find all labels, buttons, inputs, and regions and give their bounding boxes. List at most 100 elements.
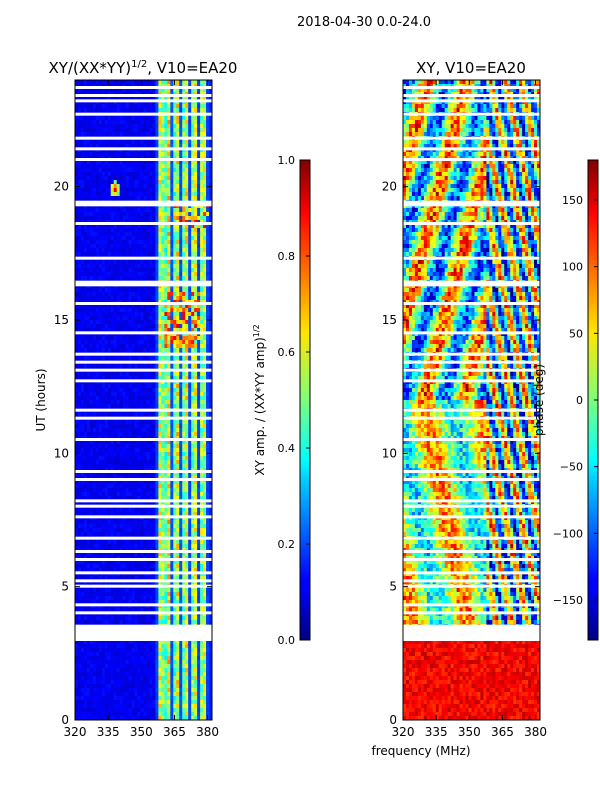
heatmap-cell [158, 108, 162, 113]
heatmap-cell [140, 456, 144, 461]
heatmap-cell [86, 480, 91, 485]
heatmap-cell [161, 168, 165, 173]
heatmap-cell [101, 340, 106, 345]
heatmap-cell [89, 252, 94, 257]
heatmap-cell [140, 168, 144, 173]
heatmap-cell [200, 424, 204, 429]
heatmap-cell [194, 452, 198, 457]
heatmap-cell [83, 96, 88, 101]
heatmap-cell [161, 232, 165, 237]
heatmap-cell [194, 188, 198, 193]
heatmap-cell [83, 228, 88, 233]
heatmap-cell [128, 96, 132, 101]
heatmap-cell [122, 184, 127, 189]
heatmap-cell [104, 484, 109, 489]
heatmap-cell [164, 188, 168, 193]
heatmap-cell [92, 240, 97, 245]
heatmap-cell [188, 164, 192, 169]
heatmap-cell [110, 192, 115, 197]
heatmap-cell [98, 268, 103, 273]
heatmap-cell [104, 144, 109, 149]
heatmap-cell [95, 488, 100, 493]
heatmap-cell [122, 484, 127, 489]
heatmap-cell [167, 160, 171, 165]
heatmap-cell [146, 272, 150, 277]
heatmap-cell [116, 392, 121, 397]
heatmap-cell [137, 356, 141, 361]
heatmap-cell [164, 392, 168, 397]
heatmap-cell [110, 96, 115, 101]
heatmap-cell [206, 244, 210, 249]
heatmap-cell [170, 388, 174, 393]
heatmap-cell [179, 488, 183, 493]
heatmap-cell [167, 448, 171, 453]
heatmap-cell [137, 444, 141, 449]
heatmap-cell [185, 176, 189, 181]
heatmap-cell [191, 240, 195, 245]
heatmap-cell [185, 208, 189, 213]
heatmap-cell [206, 404, 210, 409]
heatmap-cell [167, 460, 171, 465]
heatmap-cell [119, 268, 124, 273]
heatmap-cell [158, 392, 162, 397]
heatmap-cell [131, 184, 135, 189]
heatmap-cell [116, 456, 121, 461]
heatmap-cell [167, 176, 171, 181]
heatmap-cell [179, 508, 183, 513]
heatmap-cell [95, 384, 100, 389]
heatmap-cell [116, 496, 121, 501]
heatmap-cell [77, 216, 82, 221]
heatmap-cell [164, 252, 168, 257]
heatmap-cell [182, 480, 186, 485]
heatmap-cell [161, 240, 165, 245]
heatmap-cell [128, 264, 132, 269]
heatmap-cell [182, 356, 186, 361]
heatmap-cell [137, 508, 141, 513]
heatmap-cell [194, 404, 198, 409]
heatmap-cell [134, 496, 138, 501]
heatmap-cell [167, 420, 171, 425]
heatmap-cell [155, 212, 159, 217]
heatmap-cell [197, 240, 201, 245]
heatmap-cell [140, 312, 144, 317]
heatmap-cell [182, 508, 186, 513]
heatmap-cell [113, 272, 118, 277]
heatmap-cell [146, 216, 150, 221]
heatmap-cell [152, 248, 156, 253]
heatmap-cell [206, 152, 210, 157]
heatmap-cell [104, 276, 109, 281]
heatmap-cell [75, 456, 79, 461]
heatmap-cell [140, 288, 144, 293]
heatmap-cell [185, 412, 189, 417]
heatmap-cell [167, 440, 171, 445]
heatmap-cell [122, 308, 127, 313]
heatmap-cell [143, 336, 147, 341]
heatmap-cell [206, 340, 210, 345]
heatmap-cell [185, 216, 189, 221]
heatmap-cell [86, 412, 91, 417]
heatmap-cell [104, 96, 109, 101]
heatmap-cell [104, 292, 109, 297]
heatmap-cell [113, 488, 118, 493]
heatmap-cell [107, 512, 112, 517]
heatmap-cell [119, 484, 124, 489]
heatmap-cell [173, 248, 177, 253]
heatmap-cell [203, 308, 207, 313]
heatmap-cell [116, 304, 121, 309]
heatmap-cell [113, 96, 118, 101]
heatmap-cell [98, 328, 103, 333]
heatmap-cell [113, 292, 118, 297]
heatmap-cell [134, 248, 138, 253]
heatmap-cell [92, 372, 97, 377]
heatmap-cell [197, 176, 201, 181]
heatmap-cell [75, 388, 79, 393]
heatmap-cell [203, 160, 207, 165]
heatmap-cell [101, 508, 106, 513]
heatmap-cell [83, 144, 88, 149]
heatmap-cell [128, 324, 132, 329]
heatmap-cell [75, 340, 79, 345]
heatmap-cell [92, 224, 97, 229]
heatmap-cell [155, 400, 159, 405]
heatmap-cell [137, 276, 141, 281]
heatmap-cell [173, 304, 177, 309]
